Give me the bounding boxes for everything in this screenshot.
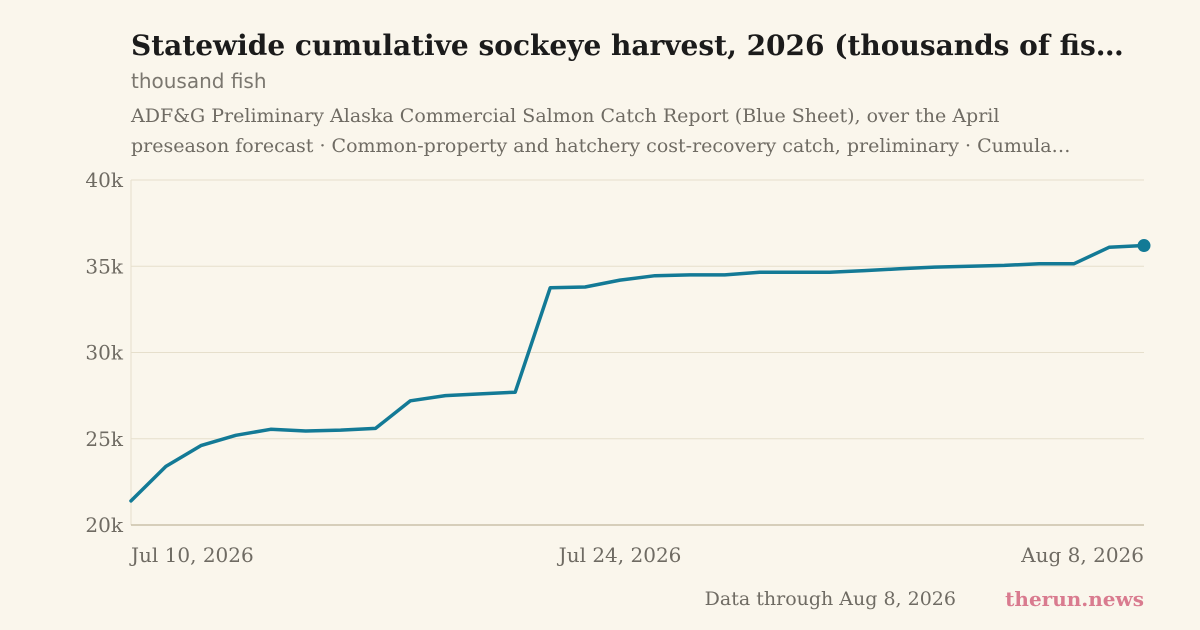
y-tick-label: 30k — [85, 341, 123, 365]
chart-source: ADF&G Preliminary Alaska Commercial Salm… — [131, 101, 1091, 161]
series-line — [129, 243, 1146, 503]
data-through-note: Data through Aug 8, 2026 — [704, 588, 956, 610]
brand-link[interactable]: therun.news — [1005, 587, 1144, 611]
series — [129, 239, 1151, 503]
y-tick-labels: 20k 25k 30k 35k 40k — [85, 168, 123, 537]
series-end-point — [1137, 239, 1151, 253]
x-tick-label: Aug 8, 2026 — [1020, 543, 1144, 567]
axes — [130, 180, 1144, 526]
x-tick-label: Jul 10, 2026 — [129, 543, 254, 567]
x-tick-label: Jul 24, 2026 — [557, 543, 682, 567]
chart-title: Statewide cumulative sockeye harvest, 20… — [131, 29, 1124, 62]
y-tick-label: 20k — [85, 513, 123, 537]
grid-lines — [131, 179, 1144, 440]
source-line-2: preseason forecast · Common-property and… — [131, 135, 1071, 157]
y-tick-label: 35k — [85, 254, 123, 278]
y-tick-label: 25k — [85, 427, 123, 451]
source-line-1: ADF&G Preliminary Alaska Commercial Salm… — [131, 105, 1000, 127]
chart-subtitle: thousand fish — [131, 69, 267, 93]
x-tick-labels: Jul 10, 2026 Jul 24, 2026 Aug 8, 2026 — [129, 543, 1144, 567]
y-tick-label: 40k — [85, 168, 123, 192]
